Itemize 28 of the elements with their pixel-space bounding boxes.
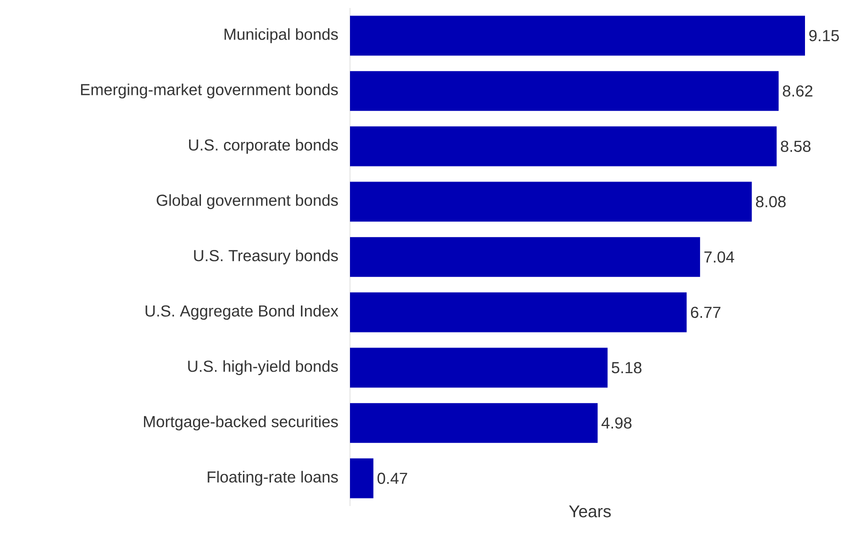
y-tick-label: Municipal bonds	[224, 28, 338, 44]
data-label: 8.08	[756, 196, 786, 208]
data-label: 8.62	[782, 85, 812, 97]
data-label: 4.98	[602, 417, 632, 429]
data-label: 9.15	[809, 30, 839, 42]
y-tick-label: U.S. high-yield bonds	[188, 360, 338, 376]
data-label: 8.58	[780, 140, 810, 152]
bar	[350, 182, 752, 222]
data-label: 5.18	[612, 362, 642, 374]
bar	[350, 237, 700, 277]
bar	[350, 71, 779, 111]
y-tick-label: Mortgage-backed securities	[144, 416, 338, 430]
bar	[350, 403, 598, 443]
bar	[350, 292, 687, 332]
bar	[350, 458, 374, 498]
x-axis-title: Years	[569, 506, 611, 518]
y-tick-label: U.S. Aggregate Bond Index	[146, 304, 338, 320]
bar	[350, 348, 608, 388]
y-tick-label: Global government bonds	[156, 194, 338, 210]
data-label: 6.77	[690, 306, 720, 318]
data-label: 7.04	[704, 251, 734, 263]
y-tick-label: U.S. corporate bonds	[189, 138, 338, 154]
bar	[350, 16, 805, 56]
y-tick-label: Floating-rate loans	[208, 470, 338, 486]
data-label: 0.47	[378, 472, 408, 484]
y-tick-label: Emerging-market government bonds	[81, 84, 338, 98]
y-tick-label: U.S. Treasury bonds	[194, 250, 338, 264]
bar	[350, 126, 777, 166]
